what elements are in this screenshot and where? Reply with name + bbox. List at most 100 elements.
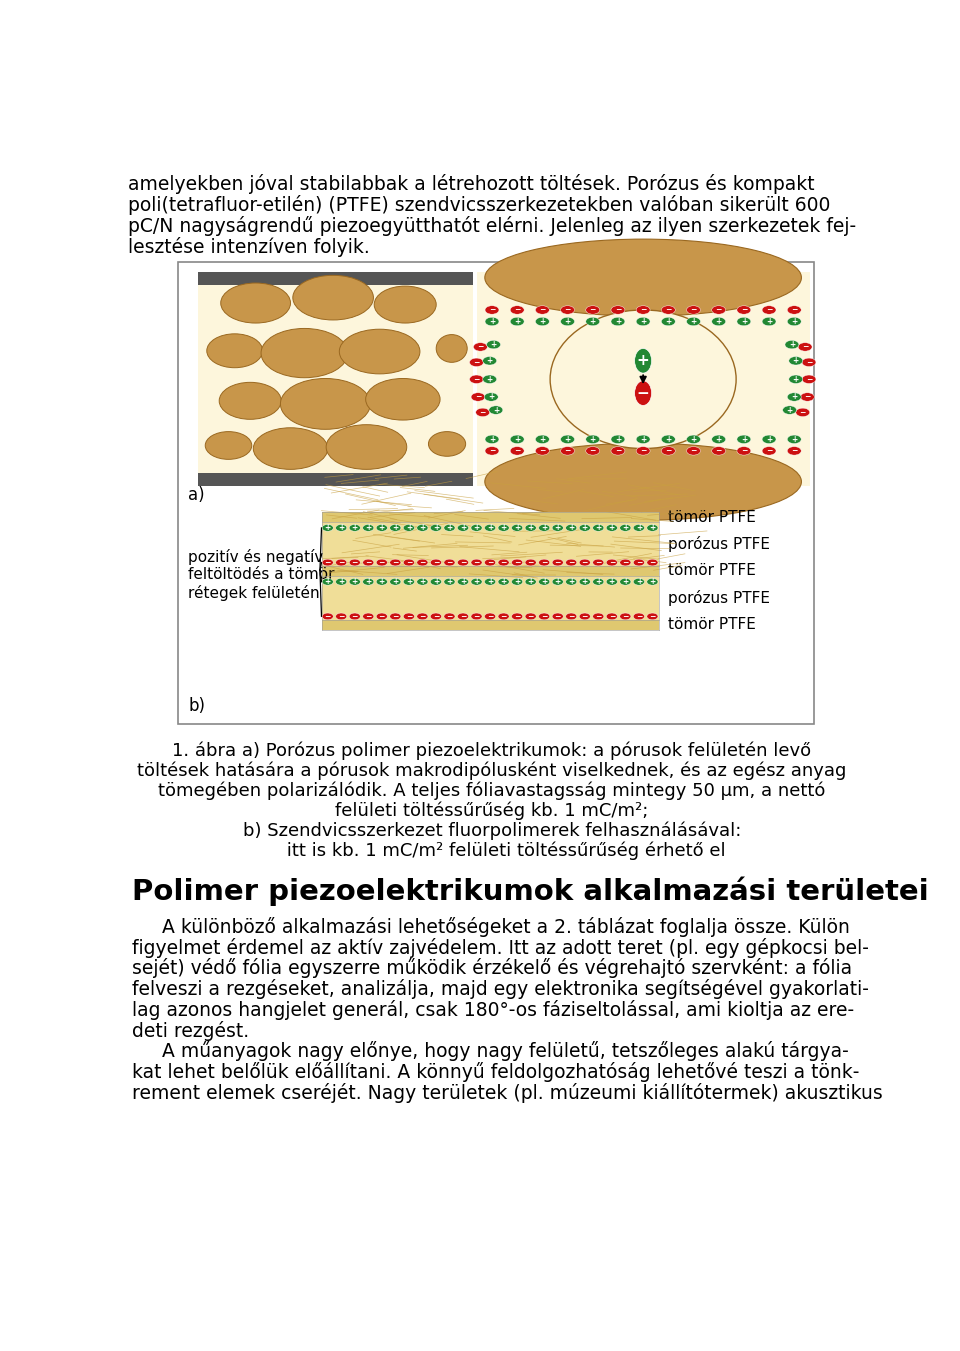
Ellipse shape [620,613,631,620]
Text: −: − [338,612,345,621]
Ellipse shape [647,524,658,531]
Ellipse shape [485,443,802,520]
Ellipse shape [607,578,617,585]
Text: −: − [568,612,574,621]
Text: −: − [527,612,534,621]
Text: −: − [473,374,480,384]
Ellipse shape [796,408,809,416]
Text: −: − [741,446,747,455]
Ellipse shape [498,524,509,531]
Ellipse shape [476,408,490,416]
Text: +: + [540,435,545,444]
Text: itt is kb. 1 mC/m² felületi töltéssűrűség érhető el: itt is kb. 1 mC/m² felületi töltéssűrűsé… [258,842,726,859]
Ellipse shape [469,358,484,366]
Ellipse shape [417,559,428,566]
Ellipse shape [430,559,442,566]
Text: −: − [473,612,480,621]
Text: +: + [622,577,629,586]
Ellipse shape [607,524,617,531]
Ellipse shape [561,305,574,315]
Ellipse shape [561,317,574,326]
Text: tömör PTFE: tömör PTFE [668,509,756,524]
Ellipse shape [565,613,577,620]
Text: felületi töltéssűrűség kb. 1 mC/m²;: felületi töltéssűrűség kb. 1 mC/m²; [335,801,649,820]
Text: −: − [595,612,602,621]
Ellipse shape [661,305,675,315]
Ellipse shape [798,343,812,351]
Text: +: + [528,523,534,532]
Ellipse shape [326,424,407,469]
Ellipse shape [762,317,776,326]
Text: −: − [741,305,747,315]
Ellipse shape [552,524,564,531]
Text: +: + [351,523,358,532]
Text: A különböző alkalmazási lehetőségeket a 2. táblázat foglalja össze. Külön: A különböző alkalmazási lehetőségeket a … [132,917,850,936]
Text: +: + [582,523,588,532]
Text: kat lehet belőlük előállítani. A könnyű feldolgozhatóság lehetővé teszi a tönk-: kat lehet belőlük előállítani. A könnyű … [132,1062,859,1082]
Text: +: + [420,577,425,586]
Text: −: − [804,393,810,401]
Text: −: − [614,446,621,455]
Text: −: − [791,305,798,315]
Ellipse shape [539,613,550,620]
Text: A műanyagok nagy előnye, hogy nagy felületű, tetszőleges alakú tárgya-: A műanyagok nagy előnye, hogy nagy felül… [132,1042,849,1062]
Ellipse shape [636,317,650,326]
Ellipse shape [782,405,797,415]
Text: −: − [609,612,615,621]
Ellipse shape [376,559,388,566]
Ellipse shape [789,357,803,365]
Text: −: − [477,342,484,351]
Text: −: − [622,558,629,567]
Ellipse shape [323,524,333,531]
Ellipse shape [711,447,726,455]
Text: +: + [766,435,772,444]
Ellipse shape [620,578,631,585]
Ellipse shape [363,524,373,531]
Text: Polimer piezoelektrikumok alkalmazási területei: Polimer piezoelektrikumok alkalmazási te… [132,877,928,907]
Ellipse shape [592,559,604,566]
Text: −: − [614,305,621,315]
Bar [322,566,659,576]
Text: −: − [665,446,671,455]
Bar [322,620,659,630]
Text: −: − [622,612,629,621]
Ellipse shape [485,435,499,443]
Text: −: − [500,558,507,567]
Text: +: + [640,435,646,444]
Text: a): a) [188,485,204,504]
Ellipse shape [579,559,590,566]
Text: +: + [789,340,795,349]
Ellipse shape [586,447,600,455]
Ellipse shape [390,613,401,620]
Ellipse shape [789,376,803,384]
Ellipse shape [206,334,263,367]
Ellipse shape [485,613,495,620]
Text: +: + [766,317,772,326]
Ellipse shape [349,524,360,531]
Text: −: − [460,558,467,567]
Ellipse shape [417,613,428,620]
Text: +: + [514,523,520,532]
Ellipse shape [636,305,650,315]
Ellipse shape [579,578,590,585]
Text: +: + [609,523,615,532]
Ellipse shape [552,559,564,566]
Ellipse shape [349,613,360,620]
Ellipse shape [376,578,388,585]
Ellipse shape [485,239,802,316]
Ellipse shape [205,431,252,459]
Text: +: + [665,435,671,444]
Bar [198,473,472,485]
Text: +: + [589,435,596,444]
Text: +: + [351,577,358,586]
Ellipse shape [336,524,347,531]
Ellipse shape [336,578,347,585]
Text: −: − [473,558,480,567]
Ellipse shape [536,447,549,455]
Text: +: + [420,523,425,532]
Text: +: + [487,523,493,532]
Text: −: − [636,612,642,621]
Ellipse shape [579,524,590,531]
Text: porózus PTFE: porózus PTFE [668,536,770,553]
Text: −: − [564,446,571,455]
